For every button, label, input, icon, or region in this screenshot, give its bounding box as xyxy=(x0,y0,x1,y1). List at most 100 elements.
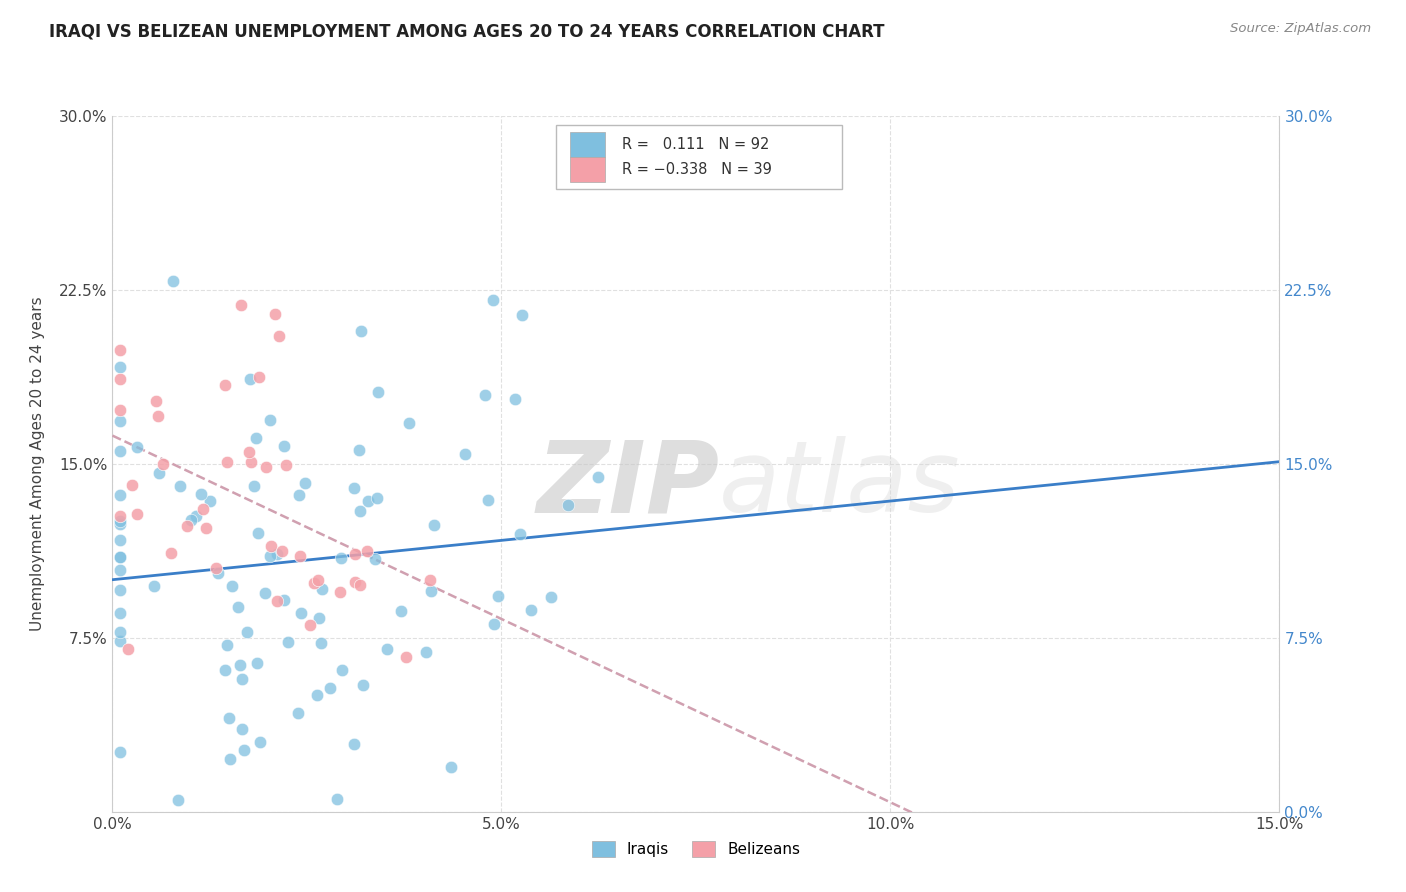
Point xyxy=(305,689,328,703)
Point xyxy=(288,488,311,502)
Point xyxy=(415,645,437,659)
Point xyxy=(110,563,132,577)
Point xyxy=(198,494,221,508)
FancyBboxPatch shape xyxy=(555,125,842,189)
Point xyxy=(221,579,243,593)
Point xyxy=(254,459,277,474)
Point xyxy=(162,274,184,288)
Point xyxy=(356,544,378,558)
Point xyxy=(419,573,441,587)
Point xyxy=(110,372,132,386)
Point xyxy=(110,606,132,620)
Point xyxy=(375,642,398,657)
Point xyxy=(243,479,266,493)
Point xyxy=(148,466,170,480)
Point xyxy=(176,518,198,533)
Point xyxy=(204,561,226,575)
Point xyxy=(254,586,277,600)
Point xyxy=(110,360,132,375)
Point xyxy=(288,549,311,564)
Point xyxy=(110,533,132,548)
Point xyxy=(110,550,132,565)
Text: Source: ZipAtlas.com: Source: ZipAtlas.com xyxy=(1230,22,1371,36)
Point xyxy=(125,440,148,454)
Point xyxy=(423,517,446,532)
Point xyxy=(231,722,253,736)
Point xyxy=(240,455,263,469)
Point xyxy=(482,293,505,307)
Text: IRAQI VS BELIZEAN UNEMPLOYMENT AMONG AGES 20 TO 24 YEARS CORRELATION CHART: IRAQI VS BELIZEAN UNEMPLOYMENT AMONG AGE… xyxy=(49,22,884,40)
Point xyxy=(218,711,240,725)
Point xyxy=(219,752,242,766)
Text: R =   0.111   N = 92: R = 0.111 N = 92 xyxy=(623,137,770,152)
Point xyxy=(440,760,463,774)
Point xyxy=(226,600,249,615)
Point xyxy=(389,604,412,618)
Point xyxy=(349,578,371,592)
Y-axis label: Unemployment Among Ages 20 to 24 years: Unemployment Among Ages 20 to 24 years xyxy=(31,296,45,632)
Point xyxy=(236,625,259,640)
Point xyxy=(215,455,238,469)
Point xyxy=(326,791,349,805)
Point xyxy=(311,636,333,650)
Point xyxy=(160,546,183,560)
Point xyxy=(454,447,477,461)
Point xyxy=(247,525,270,540)
Point xyxy=(145,394,167,409)
Point xyxy=(239,372,262,386)
Legend: Iraqis, Belizeans: Iraqis, Belizeans xyxy=(586,835,806,863)
Point xyxy=(245,431,267,445)
Point xyxy=(180,513,202,527)
Point xyxy=(357,493,380,508)
Point xyxy=(557,498,579,512)
Point xyxy=(266,548,288,562)
Point xyxy=(110,582,132,597)
Point xyxy=(343,737,366,751)
Point xyxy=(364,552,387,566)
Point xyxy=(307,573,329,587)
Point xyxy=(349,504,371,518)
Point xyxy=(214,663,236,677)
Point xyxy=(110,745,132,759)
Text: atlas: atlas xyxy=(720,436,960,533)
Point xyxy=(152,457,174,471)
Point xyxy=(277,634,299,648)
Point xyxy=(110,550,132,565)
Point xyxy=(395,649,418,664)
Point xyxy=(366,491,388,506)
Point xyxy=(267,328,290,343)
Point xyxy=(143,579,166,593)
Point xyxy=(249,735,271,749)
Point xyxy=(343,575,366,590)
Point xyxy=(350,324,373,338)
Point xyxy=(110,414,132,428)
Point xyxy=(184,508,207,523)
Point xyxy=(233,743,256,757)
FancyBboxPatch shape xyxy=(569,157,605,182)
Point xyxy=(287,706,309,720)
Point xyxy=(110,488,132,502)
Point xyxy=(193,502,215,516)
Point xyxy=(311,582,333,597)
Point xyxy=(486,589,509,603)
Point xyxy=(215,638,238,652)
Point xyxy=(207,566,229,580)
Point xyxy=(167,792,190,806)
Point xyxy=(110,634,132,648)
Point xyxy=(110,624,132,639)
Point xyxy=(246,656,269,670)
Point xyxy=(266,593,288,607)
Point xyxy=(510,308,533,322)
Point xyxy=(110,514,132,528)
Point xyxy=(169,479,191,493)
Point xyxy=(419,584,441,599)
Point xyxy=(259,412,281,426)
Point xyxy=(259,549,281,563)
Point xyxy=(110,444,132,458)
Point xyxy=(190,487,212,501)
Point xyxy=(274,458,297,472)
Point xyxy=(352,678,374,692)
Point xyxy=(214,378,236,392)
Point xyxy=(308,611,330,625)
Point xyxy=(229,298,252,312)
